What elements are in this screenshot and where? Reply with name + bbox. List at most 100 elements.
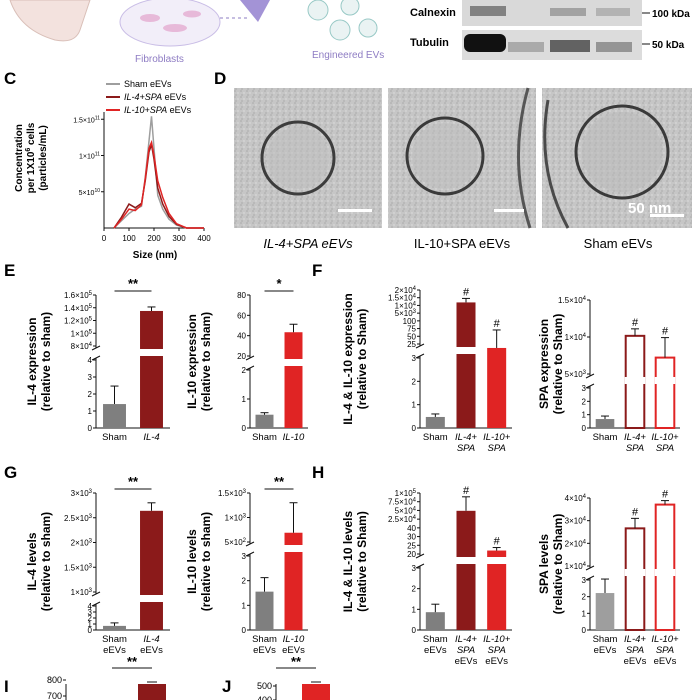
axis-break-mark: [415, 343, 425, 359]
x-category-label: IL-10+: [483, 634, 511, 645]
y-tick-label: 25: [407, 541, 416, 550]
y-tick-label: 5×103: [565, 370, 587, 379]
significance-marker: #: [662, 489, 669, 501]
vesicle-lumen: [412, 123, 478, 189]
panel-i-bar-chart: 500600700800**: [47, 654, 166, 700]
y-tick-label: 2×104: [395, 286, 417, 295]
y-tick-label: 40: [237, 332, 246, 341]
bar: [284, 332, 303, 428]
y-tick-label: 2×103: [71, 539, 93, 548]
panel-c-ylabel: Concentrationper 1X106 cells(particles/m…: [14, 122, 49, 193]
x-category-label: eEVs: [282, 645, 305, 656]
scale-bar: [494, 209, 524, 212]
grid-edge: [543, 99, 570, 229]
vesicle-lumen: [582, 112, 662, 192]
bar: [595, 419, 615, 428]
x-category-label: eEVs: [624, 656, 647, 667]
bar-break-gap: [624, 569, 646, 576]
significance-marker: *: [276, 276, 282, 291]
y-tick-label: 0: [412, 626, 417, 635]
panel-letter-g: G: [4, 463, 17, 482]
panel-g1-ylabel: IL-4 levels(relative to sham): [25, 512, 53, 611]
y-tick-label: 4: [88, 356, 93, 365]
y-tick-label: 3×104: [565, 517, 587, 526]
y-tick-label: 0: [88, 424, 93, 433]
bar: [103, 404, 126, 428]
y-tick-label: 2: [242, 366, 247, 375]
significance-marker: **: [274, 474, 285, 489]
y-tick-label: 8×104: [71, 342, 93, 351]
y-tick-label: 80: [237, 291, 246, 300]
y-tick-label: 1: [242, 601, 247, 610]
y-tick-label: 3: [88, 608, 93, 617]
bar-break-gap: [455, 557, 477, 564]
panel-g2-bar-chart: IL-10 levels(relative to sham) 5×102 1×103…: [185, 474, 308, 656]
panel-c-x-tick-label: 0: [102, 234, 107, 243]
panel-h2-bar-chart: SPA levels(relative to Sham) 1×104 2×104 3×…: [537, 489, 680, 667]
panel-j-bar-chart: 300400500**: [257, 654, 330, 700]
x-category-label: SPA: [626, 645, 644, 656]
panel-c-legend-label: IL-10+SPA eEVs: [124, 105, 192, 115]
panel-c-x-tick-label: 300: [172, 234, 186, 243]
blot-band: [464, 34, 506, 52]
bar: [140, 310, 163, 428]
y-tick-label: 5×102: [225, 538, 247, 547]
panel-c-x-tick-label: 100: [122, 234, 136, 243]
panel-letter-f: F: [312, 261, 322, 280]
blot-kda-50: 50 kDa: [652, 40, 685, 51]
axis-break-mark: [91, 591, 101, 607]
x-category-label: IL-4+: [624, 634, 646, 645]
panel-c-y-tick-label: 1×1011: [79, 152, 100, 161]
x-category-label: eEVs: [654, 656, 677, 667]
y-tick-label: 1: [242, 395, 247, 404]
grid-edge: [516, 87, 532, 229]
y-tick-label: 40: [407, 524, 416, 533]
bar-break-gap: [654, 377, 676, 384]
panel-c-legend: Sham eEVs IL-4+SPA eEVs IL-10+SPA eEVs: [106, 79, 192, 115]
x-category-label: IL-10+: [651, 634, 679, 645]
panel-letter-e: E: [4, 261, 15, 280]
x-category-label: Sham: [423, 432, 448, 443]
y-tick-label: 30: [407, 533, 416, 542]
x-category-label: Sham: [252, 432, 277, 443]
x-category-label: eEVs: [140, 645, 163, 656]
significance-marker: #: [632, 506, 639, 518]
bar: [425, 612, 445, 630]
bar: [456, 510, 476, 630]
panel-h1-bar-chart: IL-4 & IL-10 levels(relative to Sham) 202…: [341, 485, 512, 667]
y-tick-label: 3: [412, 564, 417, 573]
y-tick-label: 700: [47, 691, 62, 700]
y-tick-label: 3: [88, 373, 93, 382]
vesicle-membrane: [405, 116, 485, 196]
top-strip: Fibroblasts Engineered EVs Calnexin Tubu…: [9, 0, 690, 65]
bar-charts: IL-4 expression(relative to sham) 8×104 1×…: [25, 276, 680, 700]
x-category-label: Sham: [593, 634, 618, 645]
panel-letter-c: C: [4, 69, 16, 88]
bar: [456, 302, 476, 428]
y-tick-label: 2.5×103: [64, 514, 93, 523]
y-tick-label: 1×105: [395, 489, 417, 498]
y-tick-label: 4×104: [565, 494, 587, 503]
bar: [425, 416, 445, 428]
y-tick-label: 20: [237, 352, 246, 361]
cell-shape: [163, 24, 187, 32]
blot-band: [470, 6, 506, 16]
y-tick-label: 1×103: [225, 514, 247, 523]
y-tick-label: 400: [257, 695, 272, 700]
panel-g2-ylabel: IL-10 levels(relative to sham): [185, 512, 213, 611]
y-tick-label: 1: [582, 609, 587, 618]
panel-e1-ylabel: IL-4 expression(relative to sham): [25, 312, 53, 411]
significance-marker: #: [632, 317, 639, 329]
axis-break-mark: [245, 541, 255, 557]
panel-c-x-tick-label: 400: [197, 234, 211, 243]
bar-break-gap: [486, 557, 508, 564]
panel-f1-bar-chart: IL-4 & IL-10 expression(relative to Sham…: [341, 286, 512, 454]
y-tick-label: 1×104: [395, 301, 417, 310]
bar: [138, 684, 166, 700]
y-tick-label: 2: [242, 577, 247, 586]
y-tick-label: 5×103: [395, 309, 417, 318]
x-category-label: eEVs: [485, 656, 508, 667]
y-tick-label: 1×104: [565, 333, 587, 342]
x-category-label: Sham: [252, 634, 277, 645]
